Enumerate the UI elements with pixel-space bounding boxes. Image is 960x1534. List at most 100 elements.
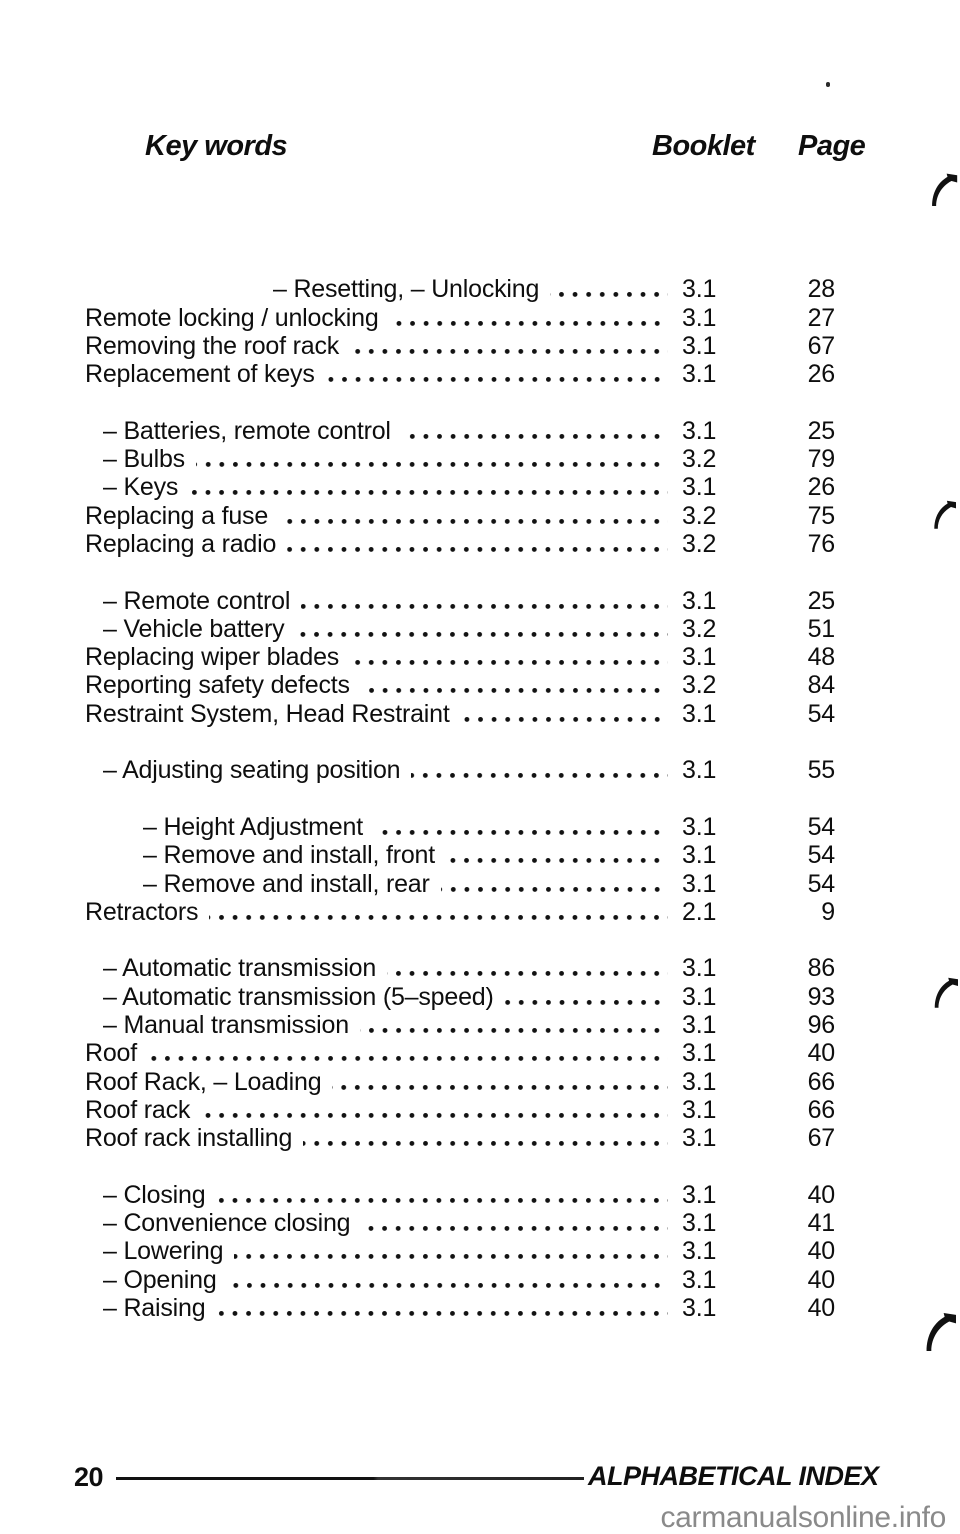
index-entry-label: – Raising — [103, 1293, 206, 1322]
index-row: – Adjusting seating position 3.1 55 — [85, 756, 835, 1534]
booklet-number: 3.1 — [682, 756, 717, 785]
index-entry-label: – Bulbs — [103, 445, 185, 474]
booklet-number: 3.1 — [682, 841, 717, 870]
dot-leader — [460, 716, 668, 722]
dot-leader — [440, 886, 668, 892]
dot-leader — [216, 1310, 668, 1316]
index-entry-label: Removing the roof rack — [85, 331, 340, 360]
dot-leader — [234, 1254, 668, 1260]
booklet-number: 3.1 — [682, 1011, 717, 1040]
index-list: Remote controls, – Locking, – Release, –… — [85, 247, 835, 1534]
dot-leader — [209, 914, 668, 920]
booklet-number: 3.1 — [682, 1095, 717, 1124]
dot-leader — [359, 1028, 668, 1034]
index-entry-label: – Lowering — [103, 1237, 224, 1266]
page-number: 40 — [734, 1293, 835, 1534]
index-row: Reverse — [85, 926, 835, 954]
dot-leader — [287, 546, 668, 552]
index-row: – Remote control 3.1 25 — [85, 586, 835, 1534]
scan-hook-artifact — [918, 1310, 956, 1352]
index-entry-label: – Vehicle battery — [103, 614, 285, 643]
dot-leader — [445, 858, 668, 864]
index-row: – Opening 3.1 40 — [85, 1265, 835, 1534]
index-row: Roof Rack, – Loading 3.1 66 — [85, 1067, 835, 1534]
index-entry-label: Reporting safety defects — [85, 671, 350, 700]
index-entry-label: – Automatic transmission — [103, 954, 377, 983]
scan-hook-artifact — [928, 498, 956, 530]
booklet-number: 3.1 — [682, 1180, 717, 1209]
index-entry-label: – Remove and install, front — [143, 841, 435, 870]
index-entry-label: Roof — [85, 1039, 138, 1068]
index-row: – Remove and install, rear 3.1 54 — [85, 869, 835, 1534]
dot-leader — [361, 1226, 668, 1232]
dot-leader — [373, 829, 668, 835]
index-row: – Closing 3.1 40 — [85, 1180, 835, 1534]
dot-leader — [504, 999, 668, 1005]
dot-leader — [227, 1282, 668, 1288]
index-row: – Resetting, – Unlocking 3.1 28 — [85, 275, 835, 1534]
booklet-number: 3.1 — [682, 303, 717, 332]
index-row: – Height Adjustment 3.1 54 — [85, 812, 835, 1534]
index-row: – Manual transmission 3.1 96 — [85, 1011, 835, 1534]
booklet-number: 3.2 — [682, 614, 717, 643]
index-row: – Convenience closing 3.1 41 — [85, 1209, 835, 1534]
dot-leader — [301, 603, 668, 609]
footer-page-number: 20 — [74, 1462, 104, 1492]
booklet-number: 3.1 — [682, 1067, 717, 1096]
index-row: – Bulbs 3.2 79 — [85, 445, 835, 1534]
keywords-column-header: Key words — [145, 130, 288, 162]
booklet-number: 3.1 — [682, 1124, 717, 1153]
index-entry-label: – Adjusting seating position — [103, 756, 401, 785]
index-entry-label: – Closing — [103, 1180, 206, 1209]
booklet-number: 3.1 — [682, 643, 717, 672]
booklet-number: 3.2 — [682, 529, 717, 558]
index-row: Replacement of keys 3.1 26 — [85, 360, 835, 1534]
booklet-number: 3.1 — [682, 473, 717, 502]
index-row: – Raising 3.1 40 — [85, 1293, 835, 1534]
booklet-number: 2.1 — [682, 897, 717, 926]
index-row: Reporting safety defects 3.2 84 — [85, 671, 835, 1534]
index-entry-label: – Remote control — [103, 586, 291, 615]
index-row: – Head restraints — [85, 785, 835, 813]
booklet-number: 3.1 — [682, 1237, 717, 1266]
dot-leader — [148, 1056, 668, 1062]
footer-rule — [116, 1477, 584, 1480]
dot-leader — [332, 1084, 668, 1090]
index-column-headers: Key words Booklet Page — [0, 130, 960, 164]
booklet-number: 3.1 — [682, 360, 717, 389]
index-entry-label: – Manual transmission — [103, 1011, 349, 1040]
booklet-number: 3.1 — [682, 812, 717, 841]
scan-hook-artifact — [924, 172, 958, 206]
index-entry-label: – Opening — [103, 1265, 217, 1294]
index-row: Roof, power — [85, 1153, 835, 1181]
dot-leader — [387, 971, 668, 977]
booklet-number: 3.1 — [682, 275, 717, 304]
dot-leader — [201, 1112, 668, 1118]
index-entry-label: – Batteries, remote control — [103, 416, 391, 445]
index-row: – Vehicle battery 3.2 51 — [85, 614, 835, 1534]
booklet-number: 3.2 — [682, 501, 717, 530]
index-row: Replacing — [85, 388, 835, 416]
booklet-number: 3.1 — [682, 982, 717, 1011]
index-row: – Remove and install, front 3.1 54 — [85, 841, 835, 1534]
dot-leader — [350, 348, 668, 354]
index-entry-label: – Remove and install, rear — [143, 869, 430, 898]
dot-leader — [303, 1141, 668, 1147]
dot-leader — [196, 462, 668, 468]
dot-leader — [189, 490, 668, 496]
footer-section-title: ALPHABETICAL INDEX — [588, 1461, 879, 1491]
index-row: Roof 3.1 40 — [85, 1039, 835, 1534]
dot-leader — [216, 1197, 668, 1203]
booklet-number: 3.1 — [682, 416, 717, 445]
booklet-number: 3.1 — [682, 1265, 717, 1294]
dot-leader — [550, 292, 668, 298]
index-entry-label: Roof Rack, – Loading — [85, 1067, 322, 1096]
booklet-column-header: Booklet — [652, 130, 755, 162]
index-entry-label: – Height Adjustment — [143, 812, 363, 841]
booklet-number: 3.1 — [682, 586, 717, 615]
booklet-number: 3.1 — [682, 954, 717, 983]
index-row: Restraints — [85, 728, 835, 756]
index-row: – Lowering 3.1 40 — [85, 1237, 835, 1534]
index-row: Restraint System, Head Restraint 3.1 54 — [85, 699, 835, 1534]
